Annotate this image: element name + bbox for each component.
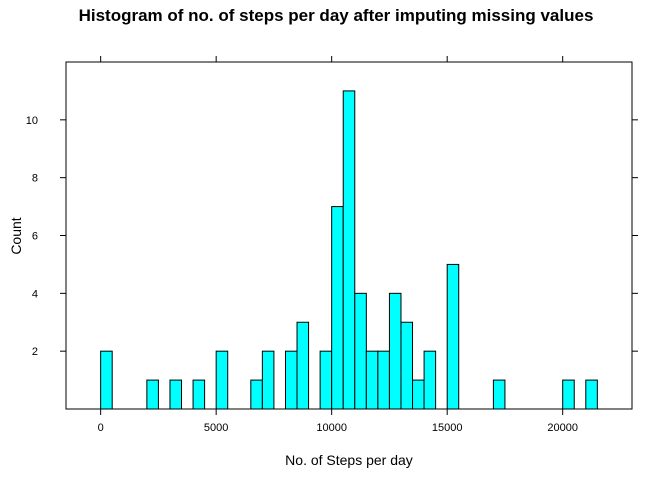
histogram-bar [319,350,333,410]
histogram-bar [261,350,275,410]
histogram-bar [169,379,183,410]
histogram-bar [492,379,506,410]
x-axis-label: No. of Steps per day [285,452,413,468]
y-tick-label: 10 [26,115,38,127]
x-tick-label: 20000 [547,422,578,434]
y-tick-label: 4 [32,288,38,300]
histogram-bar [284,350,298,410]
histogram-bar [250,379,263,410]
histogram-bar [562,379,575,410]
x-tick-label: 10000 [316,422,347,434]
histogram-bar [377,350,390,410]
histogram-bar [354,292,367,410]
histogram-bar [400,321,414,410]
y-tick-label: 6 [32,231,38,243]
histogram-bar [365,350,379,410]
x-tick-label: 0 [98,422,104,434]
histogram-bar [192,379,206,410]
histogram-bar [423,350,437,410]
x-tick-label: 15000 [432,422,463,434]
y-tick-label: 8 [32,173,38,185]
histogram-bar [331,206,344,410]
chart-title: Histogram of no. of steps per day after … [78,6,594,25]
histogram-bar [215,350,229,410]
y-tick-label: 2 [32,346,38,358]
y-axis-label: Count [8,217,24,255]
histogram-bar [412,379,425,410]
histogram-bar [446,263,460,410]
histogram-bar [296,321,310,410]
histogram-bar [585,379,598,410]
histogram-bar [100,350,113,410]
x-tick-label: 5000 [204,422,228,434]
histogram-bar [388,292,402,410]
histogram-bar [146,379,159,410]
histogram-bar [342,90,356,410]
